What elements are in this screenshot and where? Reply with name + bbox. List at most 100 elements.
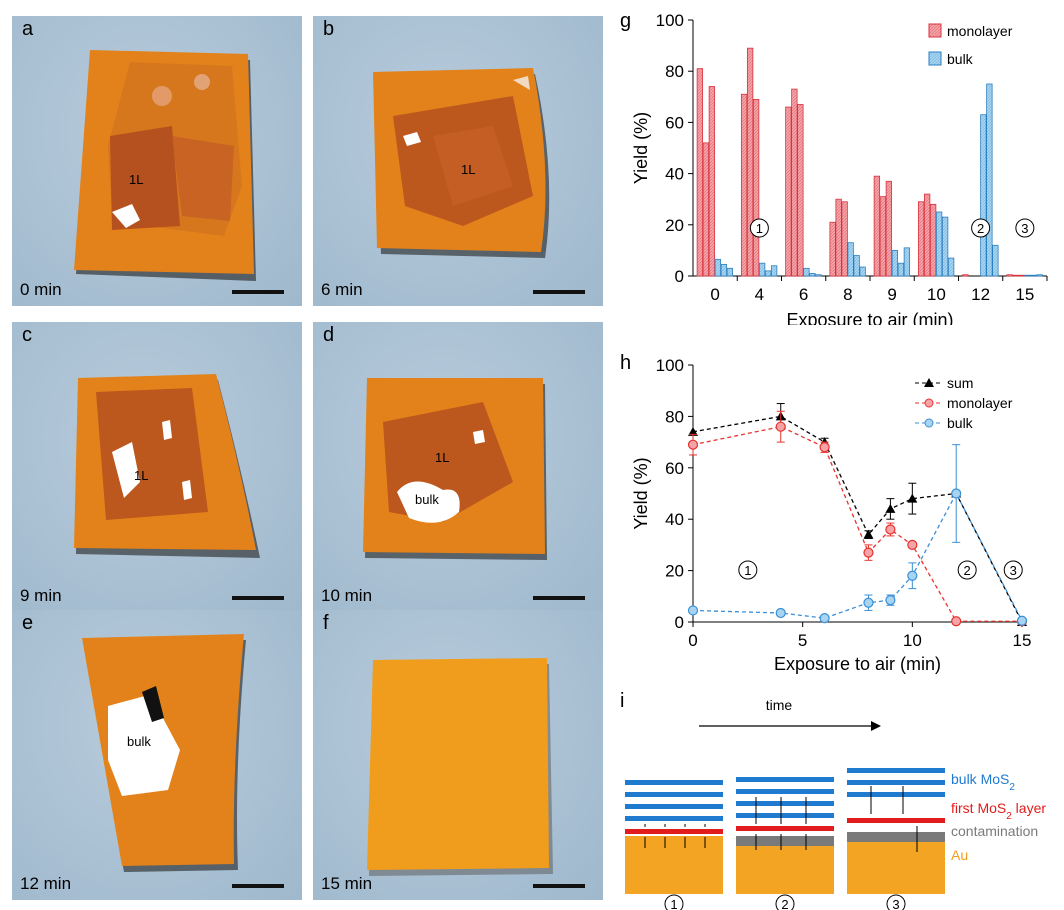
bulk-bar (859, 266, 866, 277)
label-1l: 1L (461, 162, 476, 177)
monolayer-bar (1006, 274, 1013, 277)
y-tick-label: 40 (665, 510, 684, 529)
monolayer-point (885, 524, 896, 535)
svg-text:2: 2 (977, 221, 984, 236)
time-label-f: 15 min (321, 874, 373, 893)
bulk-point (1016, 615, 1028, 626)
region-marker: 3 (1003, 560, 1023, 580)
legend-label: sum (947, 375, 973, 391)
bulk-bar (770, 265, 778, 277)
layer-schematic: time 1 2 3 bulk MoS2 first MoS2 layercontamin… (625, 697, 1046, 910)
monolayer-line (692, 425, 1022, 622)
first-mos2-layer (847, 818, 945, 823)
legend-label: monolayer (947, 23, 1013, 39)
legend-text: bulk MoS2 (951, 771, 1015, 793)
bulk-mos2-layer (625, 816, 723, 821)
monolayer-bar (1018, 274, 1025, 277)
time-label-a: 0 min (20, 280, 62, 299)
bulk-mos2-layer (847, 780, 945, 785)
bulk-mos2-layer (847, 768, 945, 773)
photo-panel-c: c 1L 9 min (12, 322, 302, 612)
bulk-bar (847, 242, 854, 277)
bulk-mos2-layer (736, 777, 834, 782)
x-tick-label: 10 (927, 285, 946, 304)
y-axis-label: Yield (%) (631, 457, 651, 529)
monolayer-bar (1012, 274, 1019, 277)
panel-letter-i: i (620, 690, 625, 712)
x-tick-label: 8 (843, 285, 852, 304)
monolayer-bar (885, 180, 893, 277)
y-tick-label: 100 (656, 11, 684, 30)
stage-label: 3 (886, 894, 906, 910)
stage-label: 1 (664, 894, 684, 910)
scale-bar (232, 290, 284, 294)
stack-stage-1 (625, 780, 723, 894)
y-tick-label: 100 (656, 356, 684, 375)
monolayer-point (907, 539, 918, 550)
y-tick-label: 40 (665, 165, 684, 184)
svg-text:2: 2 (964, 563, 971, 578)
monolayer-bar (785, 106, 792, 277)
bulk-bar (891, 249, 899, 277)
y-tick-label: 20 (665, 562, 684, 581)
bulk-bar (764, 270, 772, 277)
contamination-layer (847, 832, 945, 842)
bulk-bar (809, 273, 816, 277)
photo-panel-b: b 1L 6 min (313, 16, 603, 306)
photo-panel-d: d 1L bulk 10 min (313, 322, 603, 612)
x-tick-label: 0 (710, 285, 719, 304)
svg-text:3: 3 (892, 897, 899, 910)
photo-panel-e: e bulk 12 min (12, 610, 302, 900)
region-marker: 3 (1015, 218, 1035, 238)
monolayer-point (775, 421, 786, 432)
x-tick-label: 15 (1013, 631, 1032, 650)
panel-letter-a: a (22, 18, 34, 40)
monolayer-bar (752, 98, 760, 277)
bulk-mos2-layer (736, 789, 834, 794)
label-1l: 1L (134, 468, 149, 483)
first-mos2-layer (736, 826, 834, 831)
legend-label: bulk (947, 51, 974, 67)
monolayer-bar (702, 142, 710, 277)
legend-label: bulk (947, 415, 974, 431)
monolayer-point (863, 547, 874, 558)
sample-c-graphic (74, 374, 260, 558)
monolayer-bar (929, 203, 937, 277)
bulk-bar (815, 274, 822, 277)
monolayer-bar (797, 104, 804, 277)
panel-letter-d: d (323, 324, 335, 346)
legend-marker (924, 398, 934, 408)
monolayer-point (819, 442, 830, 453)
svg-text:1: 1 (756, 221, 763, 236)
contamination-layer (736, 836, 834, 846)
sum-line (692, 415, 1023, 623)
panel-letter-h: h (620, 352, 632, 374)
time-label: time (766, 697, 793, 713)
sum-point (885, 503, 896, 513)
bulk-bar (941, 216, 949, 277)
line-chart-yield: 0 20 40 60 80 100 0 5 10 15 Yield (%) Exposure to a… (631, 356, 1032, 674)
x-tick-label: 12 (971, 285, 990, 304)
bulk-mos2-layer (736, 801, 834, 806)
au-substrate (847, 842, 945, 894)
y-tick-label: 60 (665, 113, 684, 132)
legend-marker (924, 418, 934, 428)
time-label-c: 9 min (20, 586, 62, 605)
monolayer-bar (879, 196, 887, 277)
panel-letter-c: c (22, 324, 32, 346)
legend-text: Au (951, 847, 968, 863)
monolayer-bar (962, 274, 969, 277)
monolayer-bar (829, 221, 836, 277)
x-tick-label: 0 (688, 631, 697, 650)
panel-letter-g: g (620, 10, 632, 32)
sample-a-graphic (74, 50, 256, 281)
svg-text:3: 3 (1021, 221, 1028, 236)
bulk-point (863, 597, 874, 608)
region-marker: 1 (738, 560, 758, 580)
y-tick-label: 0 (675, 267, 684, 286)
x-tick-label: 4 (755, 285, 764, 304)
bulk-bar (726, 267, 734, 277)
region-marker: 2 (971, 218, 991, 238)
svg-text:2: 2 (781, 897, 788, 910)
bulk-mos2-layer (625, 792, 723, 797)
